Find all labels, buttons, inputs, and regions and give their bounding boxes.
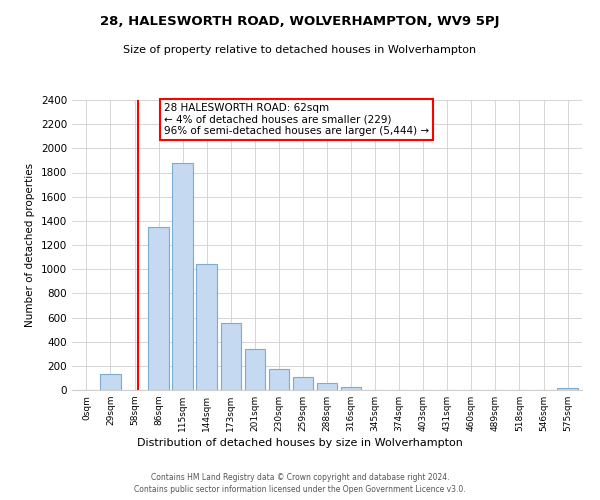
Bar [557,388,578,390]
Bar [293,376,313,390]
Bar [196,264,217,390]
Y-axis label: Number of detached properties: Number of detached properties [25,163,35,327]
Bar [317,383,337,390]
Bar [245,349,265,390]
Bar [172,163,193,390]
Text: 28 HALESWORTH ROAD: 62sqm
← 4% of detached houses are smaller (229)
96% of semi-: 28 HALESWORTH ROAD: 62sqm ← 4% of detach… [164,103,429,136]
Bar [341,386,361,390]
Bar [100,374,121,390]
Bar [148,227,169,390]
Text: Contains HM Land Registry data © Crown copyright and database right 2024.: Contains HM Land Registry data © Crown c… [151,472,449,482]
Text: Distribution of detached houses by size in Wolverhampton: Distribution of detached houses by size … [137,438,463,448]
Text: 28, HALESWORTH ROAD, WOLVERHAMPTON, WV9 5PJ: 28, HALESWORTH ROAD, WOLVERHAMPTON, WV9 … [100,15,500,28]
Bar [269,369,289,390]
Text: Contains public sector information licensed under the Open Government Licence v3: Contains public sector information licen… [134,485,466,494]
Text: Size of property relative to detached houses in Wolverhampton: Size of property relative to detached ho… [124,45,476,55]
Bar [221,323,241,390]
